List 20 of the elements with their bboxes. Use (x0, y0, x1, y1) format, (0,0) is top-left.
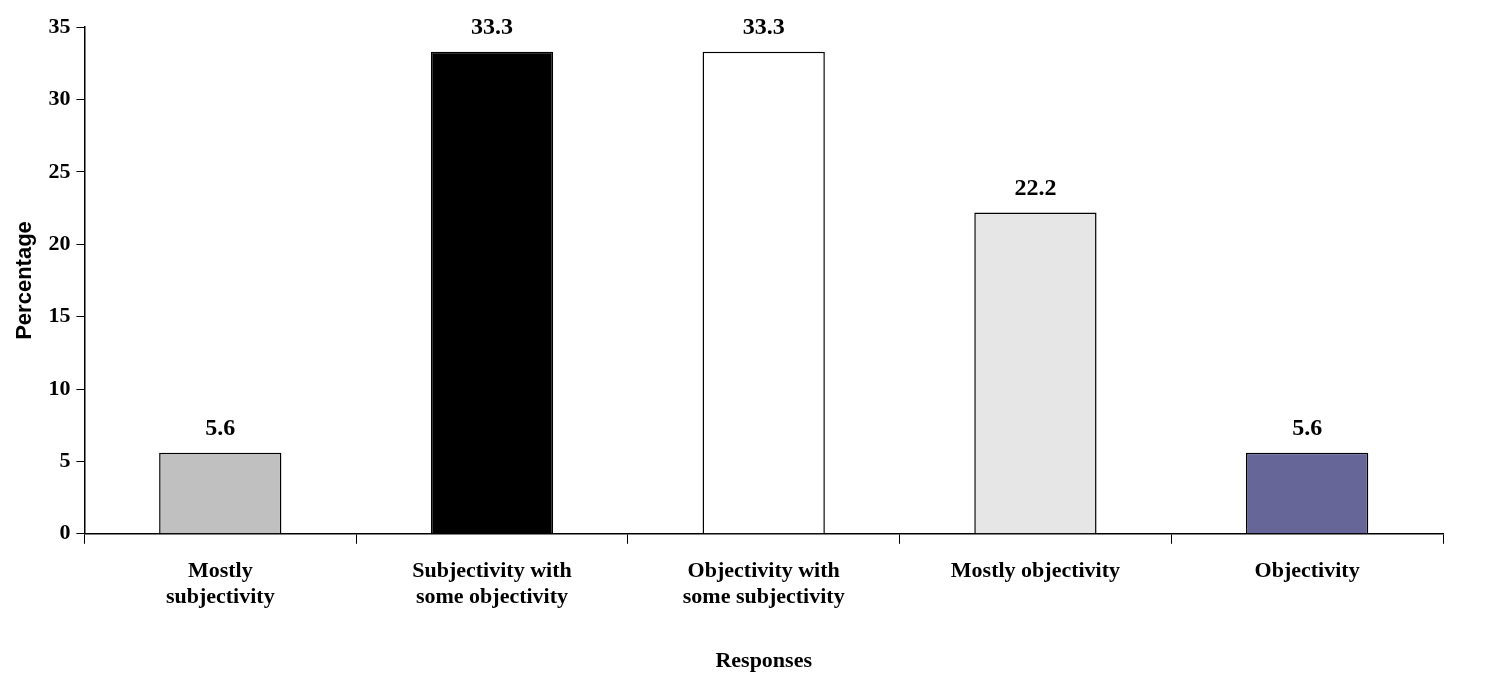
y-tick-label: 5 (59, 447, 71, 473)
y-tick-label: 0 (59, 519, 71, 545)
x-tick-label: Objectivity with some subjectivity (682, 556, 845, 609)
y-tick-label: 30 (48, 85, 71, 111)
x-tick-label: Subjectivity with some objectivity (412, 556, 572, 609)
x-tick-label: Mostly subjectivity (165, 556, 275, 609)
y-tick-label: 25 (48, 157, 71, 183)
y-axis-title: Percentage (11, 221, 37, 340)
y-tick-label: 20 (48, 230, 71, 255)
y-tick-label: 15 (48, 302, 71, 328)
x-tick-label: Mostly objectivity (950, 556, 1121, 582)
data-label: 33.3 (742, 13, 785, 40)
x-tick-label: Objectivity (1254, 556, 1360, 582)
data-label: 22.2 (1014, 173, 1057, 200)
data-label: 5.6 (205, 413, 236, 440)
data-label: 5.6 (1292, 413, 1323, 440)
x-axis-title: Responses (715, 647, 813, 673)
y-tick-label: 10 (48, 374, 71, 400)
y-tick-label: 35 (48, 12, 71, 38)
data-label: 33.3 (470, 13, 513, 40)
